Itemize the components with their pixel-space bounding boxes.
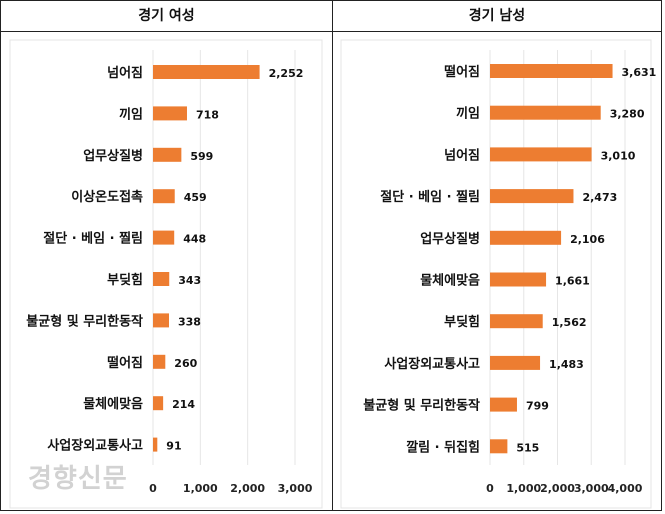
category-label: 업무상질병 [420,231,480,247]
bar [490,439,508,454]
bar [153,106,187,121]
category-label: 넘어짐 [444,147,480,163]
category-label: 부딪힘 [107,272,143,288]
data-label: 260 [174,357,197,370]
category-label: 떨어짐 [444,64,480,80]
bar [153,189,175,204]
x-tick-label: 3,000 [278,482,313,495]
x-tick-label: 0 [149,482,157,495]
category-label: 이상온도접촉 [71,189,143,205]
data-label: 1,562 [552,316,587,329]
data-label: 3,280 [610,108,645,121]
category-label: 사업장외교통사고 [384,356,480,372]
data-label: 2,252 [269,67,304,80]
x-tick-label: 3,000 [574,482,609,495]
category-label: 업무상질병 [83,148,143,164]
bar [153,354,166,369]
bar [153,437,158,452]
bar [490,397,517,412]
data-label: 214 [172,398,195,411]
data-label: 515 [516,441,539,454]
data-label: 3,010 [601,149,636,162]
x-tick-label: 4,000 [608,482,643,495]
data-label: 338 [178,315,201,328]
x-tick-label: 1,000 [183,482,218,495]
data-label: 2,106 [570,233,605,246]
x-tick-label: 2,000 [540,482,575,495]
bar [153,65,260,79]
data-label: 459 [184,191,207,204]
category-label: 부딪힘 [444,314,480,330]
data-label: 1,483 [549,358,584,371]
plot-area [9,39,323,509]
data-label: 343 [178,274,201,287]
bar [490,189,574,204]
x-tick-label: 1,000 [506,482,541,495]
left-panel-title: 경기 여성 [0,0,333,32]
bar [153,230,175,245]
category-label: 불균형 및 무리한동작 [363,398,480,414]
bar [153,147,182,162]
category-label: 사업장외교통사고 [47,438,143,454]
bar [490,272,547,287]
category-label: 불균형 및 무리한동작 [26,313,143,329]
bar [153,396,164,411]
category-label: 물체에맞음 [83,396,143,412]
data-label: 799 [526,400,549,413]
category-label: 넘어짐 [107,65,143,81]
data-label: 599 [190,150,213,163]
bar [490,105,601,120]
data-label: 91 [166,440,181,453]
category-label: 물체에맞음 [420,273,480,289]
bar [153,272,170,286]
x-tick-label: 2,000 [230,482,265,495]
category-label: 떨어짐 [107,355,143,371]
category-label: 깔림 · 뒤집힘 [406,439,480,455]
data-label: 1,661 [555,275,590,288]
bar [490,64,613,78]
bar [490,314,543,329]
bar [490,355,541,370]
data-label: 2,473 [582,191,617,204]
category-label: 절단 · 베임 · 찔림 [43,231,143,247]
bar [490,147,592,162]
plot-area [340,39,652,509]
category-label: 절단 · 베임 · 찔림 [380,189,480,205]
bar [490,230,562,245]
panel-divider [332,0,333,511]
x-tick-label: 0 [486,482,494,495]
data-label: 448 [183,233,206,246]
category-label: 끼임 [456,107,480,122]
right-panel-title: 경기 남성 [332,0,662,32]
data-label: 718 [196,108,219,121]
category-label: 끼임 [119,107,143,122]
watermark-logo: 경향신문 [28,464,128,494]
bar [153,313,169,328]
data-label: 3,631 [622,66,657,79]
